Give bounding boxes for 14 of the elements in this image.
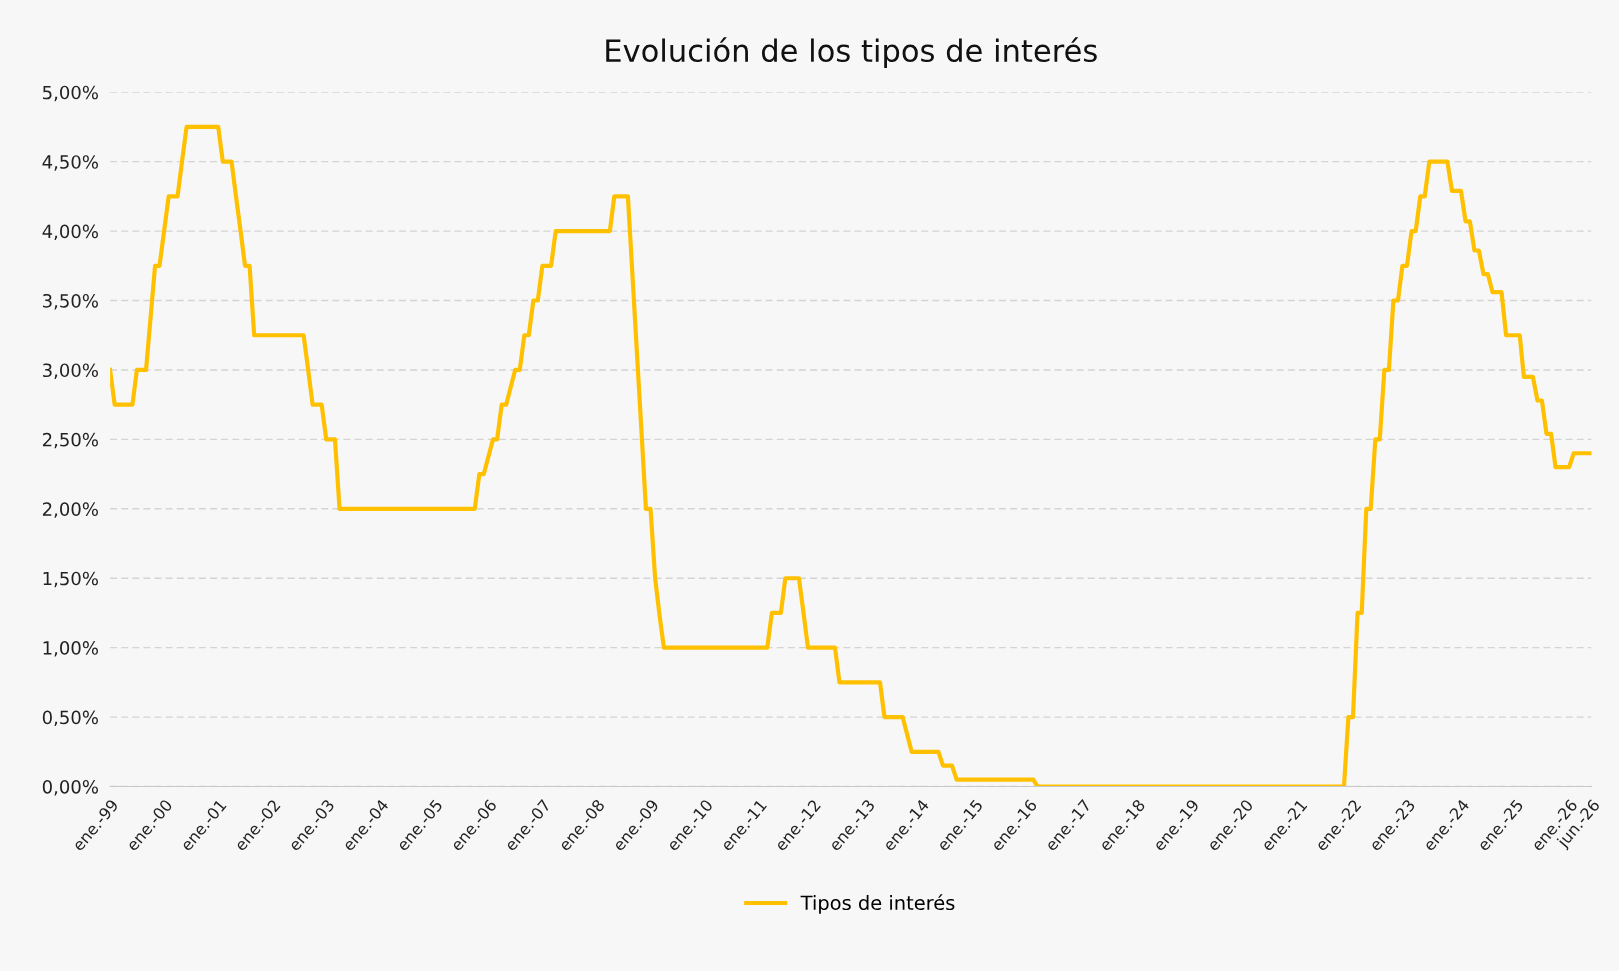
y-tick-label: 0,50% [42, 710, 98, 727]
line-series [110, 124, 1592, 787]
y-tick-label: 3,50% [43, 293, 98, 310]
y-tick-label: 2,50% [42, 432, 98, 449]
y-tick-label: 4,50% [42, 155, 98, 171]
y-tick-label: 1,00% [43, 641, 98, 657]
chart-title: Evolución de los tipos de interés [606, 37, 1097, 69]
y-tick-label: 5,00% [43, 85, 98, 102]
y-tick-label: 3,00% [43, 363, 98, 379]
y-tick-label: 0,00% [42, 779, 98, 796]
y-tick-label: 2,00% [42, 502, 98, 518]
legend-label: Tipos de interés [800, 894, 955, 914]
y-tick-label: 1,50% [43, 571, 98, 588]
y-tick-label: 4,00% [42, 224, 98, 241]
